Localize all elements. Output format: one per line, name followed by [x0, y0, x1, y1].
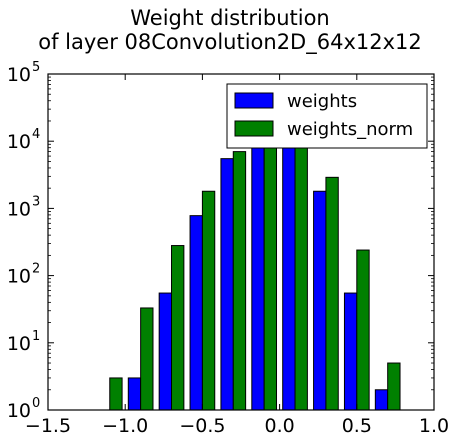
y-tick-label: 10: [7, 333, 31, 355]
bar-weights-5: [251, 113, 265, 411]
bar-weights_norm-6: [294, 143, 308, 411]
chart-title-line-2: of layer 08Convolution2D_64x12x12: [38, 30, 422, 54]
y-tick-label: 10: [7, 266, 31, 288]
y-tick-exponent: 0: [32, 396, 40, 411]
bar-weights-6: [282, 120, 296, 411]
bar-weights_norm-8: [356, 249, 370, 411]
bar-weights_norm-9: [387, 362, 401, 411]
chart-title-line-1: Weight distribution: [130, 6, 330, 30]
x-tick-label: −0.5: [179, 415, 225, 437]
bar-weights-4: [220, 158, 234, 411]
bar-weights_norm-2: [171, 245, 185, 411]
bar-weights-7: [313, 190, 327, 411]
bar-weights-8: [343, 292, 358, 411]
x-tick-label: 0.0: [264, 415, 294, 437]
y-tick-label: 10: [7, 64, 31, 86]
bar-weights_norm-7: [325, 176, 339, 411]
plot-frame: [47, 73, 435, 411]
y-tick-exponent: 3: [32, 194, 40, 209]
x-tick-label: −1.5: [25, 415, 71, 437]
legend-label-weights_norm: weights_norm: [287, 119, 413, 140]
y-tick-label: 10: [7, 198, 31, 220]
y-tick-label: 10: [7, 131, 31, 153]
y-tick-label: 10: [7, 400, 31, 422]
bar-weights-3: [189, 215, 203, 411]
bar-weights_norm-4: [232, 151, 247, 411]
y-tick-exponent: 5: [32, 60, 40, 75]
y-tick-exponent: 4: [32, 127, 40, 142]
x-tick-label: −1.0: [102, 415, 148, 437]
bar-weights_norm-5: [263, 120, 278, 411]
bar-weights-1: [127, 377, 142, 411]
legend-swatch-weights: [234, 92, 274, 109]
y-tick-exponent: 2: [32, 262, 40, 277]
legend-label-weights: weights: [287, 91, 357, 112]
bar-weights_norm-3: [201, 190, 216, 411]
y-tick-exponent: 1: [32, 329, 40, 344]
x-tick-label: 0.5: [342, 415, 372, 437]
bar-weights_norm-1: [140, 307, 154, 411]
bar-weights-9: [374, 389, 389, 411]
legend-swatch-weights_norm: [234, 120, 274, 137]
bar-weights_norm-0: [109, 377, 123, 411]
bar-weights-2: [158, 292, 173, 411]
x-tick-label: 1.0: [419, 415, 449, 437]
